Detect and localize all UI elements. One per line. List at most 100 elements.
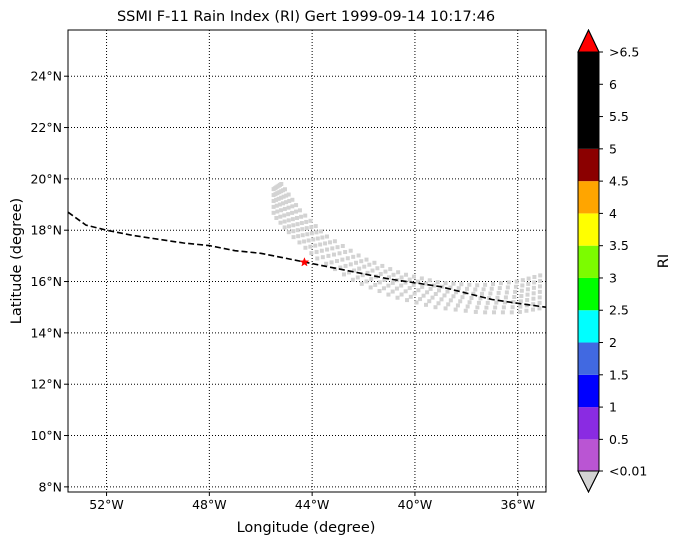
swath-pixel [271,210,276,215]
y-tick-label: 14°N [30,325,62,340]
colorbar-tick-label: 2.5 [609,303,629,318]
storm-center-marker [299,257,310,267]
swath-pixel [320,235,325,240]
swath-pixel [357,266,362,271]
swath-pixel [448,298,453,303]
swath-pixel [355,275,360,280]
colorbar-bin [578,310,599,343]
swath-pixel [373,282,378,287]
swath-pixel [428,286,433,291]
colorbar-tick-label: 5 [609,141,617,156]
swath-pixel [517,309,522,314]
swath-pixel [399,292,404,297]
swath-pixel [364,279,369,284]
swath-pixel [281,194,286,199]
y-axis-ticks: 8°N 10°N 12°N 14°N 16°N 18°N 20°N 22°N 24°N [30,69,68,494]
swath-pixel [308,244,313,249]
y-tick-label: 8°N [38,479,62,494]
swath-pixel [359,259,364,264]
swath-pixel [333,267,338,272]
swath-pixel [329,260,334,265]
swath-pixel [391,272,396,277]
swath-pixel [424,302,429,307]
swath-pixel [294,215,299,220]
swath-pixel [279,195,284,200]
swath-pixel [425,290,430,295]
swath-pixel [475,283,480,288]
swath-pixel [471,291,476,296]
swath-pixel [433,291,438,296]
swath-pixel [538,273,543,278]
swath-pixel [484,305,489,310]
swath-pixel [532,280,537,285]
swath-pixel [518,304,523,309]
swath-pixel [445,289,450,294]
swath-pixel [375,266,380,271]
swath-pixel [492,310,497,315]
swath-pixel [286,212,291,217]
swath-pixel [433,305,438,310]
swath-pixel [311,237,316,242]
colorbar-tick-label: 3 [609,270,617,285]
swath-pixel [319,248,324,253]
swath-pixel [475,305,480,310]
swath-pixel [377,289,382,294]
swath-pixel [291,229,296,234]
swath-pixel [302,239,307,244]
swath-pixel [390,280,395,285]
swath-pixel [524,303,529,308]
swath-pixel [537,289,542,294]
swath-pixel [443,281,448,286]
swath-pixel [418,297,423,302]
swath-pixel [525,298,530,303]
swath-pixel [509,310,514,315]
swath-pixel [306,238,311,243]
swath-pixel [496,290,501,295]
swath-pixel [514,279,519,284]
swath-pixel [274,197,279,202]
swath-pixel [526,281,531,286]
colorbar-tick-label: 3.5 [609,238,629,253]
swath-pixel [309,231,314,236]
swath-pixel [456,286,461,291]
swath-pixel [502,300,507,305]
swath-pixel [297,208,302,213]
swath-pixel [512,294,517,299]
swath-pixel [313,224,318,229]
swath-pixel [435,280,440,285]
swath-pixel [315,236,320,241]
swath-pixel [437,288,442,293]
swath-pixel [369,276,374,281]
swath-pixel [300,227,305,232]
swath-pixel [274,215,279,220]
swath-pixel [525,287,530,292]
colorbar-bin [578,374,599,408]
colorbar-tick-label: 6 [609,77,617,92]
swath-pixel [286,224,291,229]
y-tick-label: 22°N [30,120,62,135]
rain-index-swath [271,182,543,315]
swath-pixel [506,280,511,285]
swath-pixel [382,277,387,282]
swath-pixel [420,284,425,289]
colorbar-tick-label: 0.5 [609,432,629,447]
swath-pixel [473,287,478,292]
swath-pixel [513,284,518,289]
swath-pixel [465,286,470,291]
swath-pixel [421,293,426,298]
swath-pixel [407,277,412,282]
swath-pixel [280,201,285,206]
swath-pixel [416,288,421,293]
x-tick-label: 36°W [500,497,535,512]
swath-pixel [412,291,417,296]
swath-pixel [463,308,468,313]
swath-pixel [448,285,453,290]
swath-pixel [300,233,305,238]
swath-pixel [294,203,299,208]
swath-pixel [451,294,456,299]
swath-pixel [299,214,304,219]
colorbar-bin [578,342,599,375]
y-tick-label: 18°N [30,223,62,238]
swath-pixel [505,285,510,290]
swath-pixel [282,225,287,230]
